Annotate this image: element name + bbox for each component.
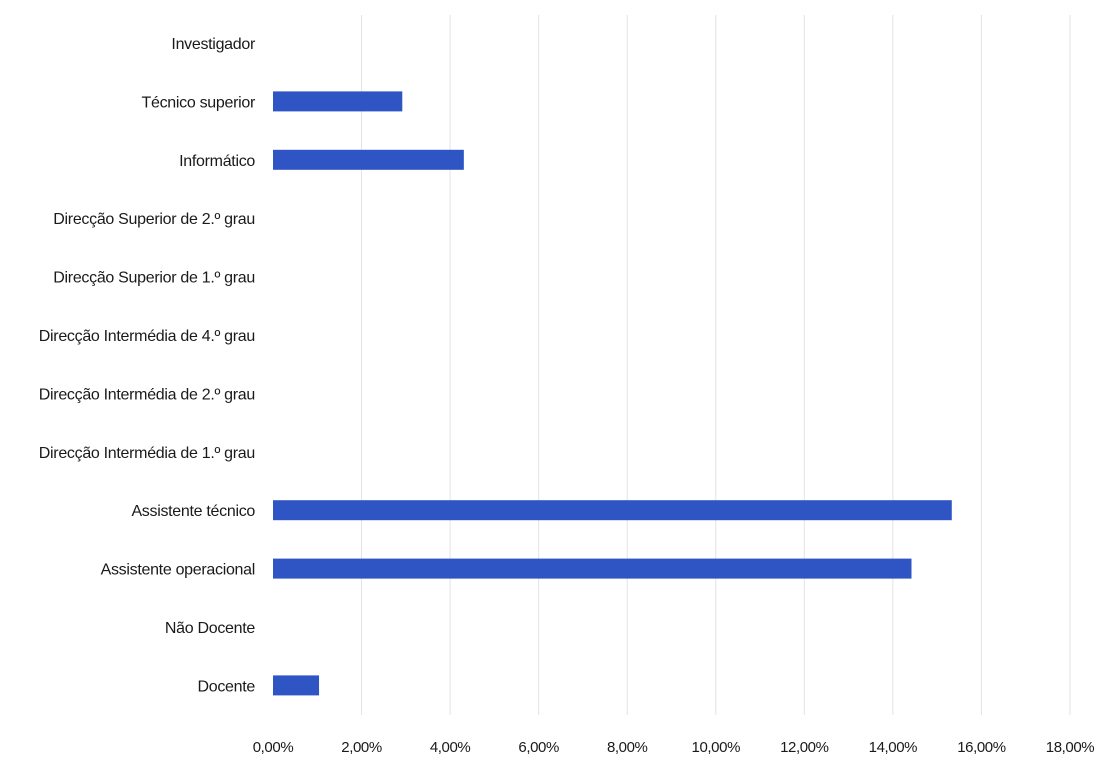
- x-tick-label: 14,00%: [869, 739, 918, 756]
- x-tick-label: 18,00%: [1046, 739, 1095, 756]
- category-label: Técnico superior: [142, 94, 256, 111]
- bars: [273, 91, 952, 696]
- x-tick-label: 4,00%: [430, 739, 471, 756]
- bar: [273, 500, 952, 521]
- category-label: Não Docente: [165, 620, 255, 637]
- category-label: Investigador: [171, 36, 256, 53]
- bar: [273, 675, 320, 696]
- category-label: Assistente técnico: [131, 503, 255, 520]
- bar: [273, 558, 912, 579]
- x-tick-label: 0,00%: [253, 739, 294, 756]
- x-tick-label: 2,00%: [341, 739, 382, 756]
- bar: [273, 149, 464, 170]
- x-axis-tick-labels: 0,00% 2,00% 4,00% 6,00% 8,00% 10,00% 12,00% 14,…: [253, 739, 1095, 756]
- category-label: Direcção Intermédia de 1.º grau: [39, 445, 255, 462]
- category-label: Informático: [179, 153, 255, 170]
- x-tick-label: 12,00%: [780, 739, 829, 756]
- category-label: Docente: [198, 678, 256, 695]
- category-labels: Investigador Técnico superior Informático D…: [39, 36, 256, 695]
- category-label: Direcção Intermédia de 4.º grau: [39, 328, 255, 345]
- category-label: Direcção Superior de 1.º grau: [53, 270, 255, 287]
- x-tick-label: 16,00%: [957, 739, 1006, 756]
- bar: [273, 91, 403, 112]
- category-label: Direcção Superior de 2.º grau: [53, 211, 255, 228]
- category-label: Direcção Intermédia de 2.º grau: [39, 386, 255, 403]
- category-label: Assistente operacional: [101, 562, 255, 579]
- x-tick-label: 6,00%: [518, 739, 559, 756]
- x-tick-label: 8,00%: [607, 739, 648, 756]
- gridlines: [361, 15, 1071, 715]
- x-tick-label: 10,00%: [692, 739, 741, 756]
